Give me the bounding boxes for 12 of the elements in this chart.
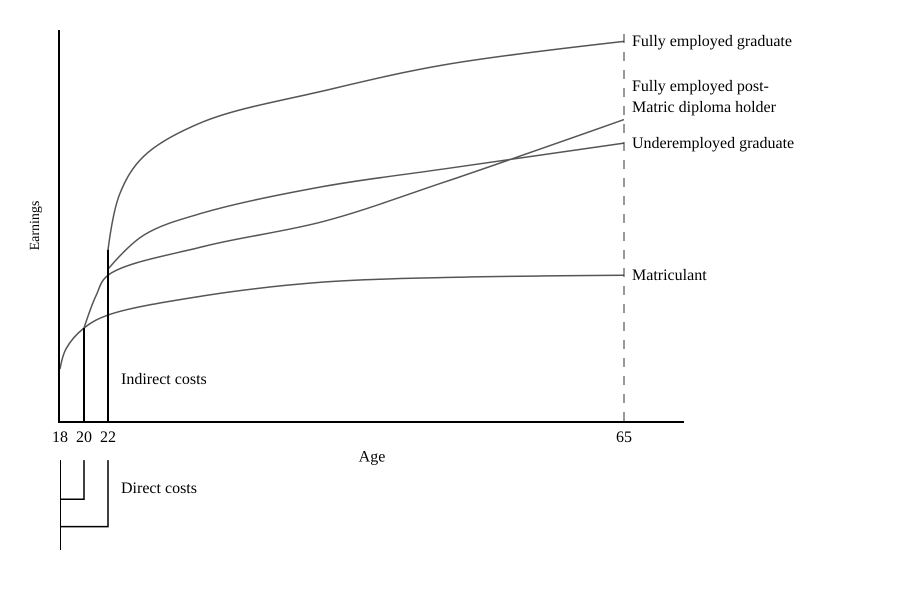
series-label: Fully employed graduate (632, 33, 792, 50)
x-tick-label: 20 (76, 429, 92, 446)
y-axis-title: Earnings (28, 200, 44, 250)
series-label: Underemployed graduate (632, 135, 794, 152)
x-axis-title: Age (358, 448, 386, 466)
x-tick-label: 18 (52, 429, 68, 446)
text: Direct costs (121, 480, 197, 497)
series-label: Fully employed post- Matric diploma holder (632, 78, 777, 116)
series-label: Matriculant (632, 267, 708, 284)
annotation: Indirect costs (121, 371, 207, 388)
x-tick-label: 65 (616, 429, 632, 446)
x-tick-label: 22 (100, 429, 116, 446)
